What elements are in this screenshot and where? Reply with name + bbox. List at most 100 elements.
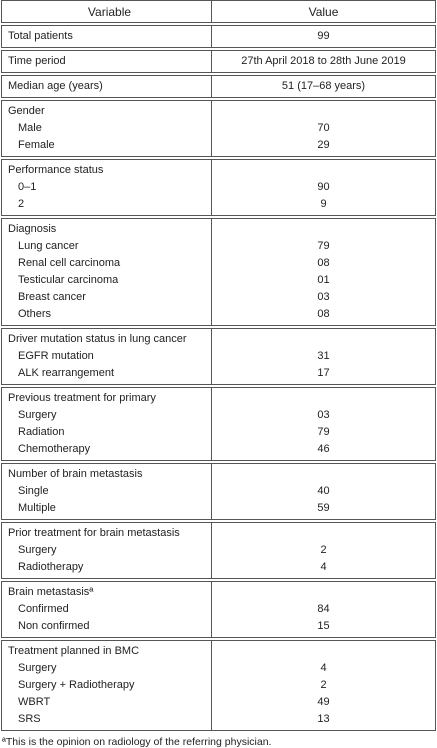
item-value: 40 — [317, 485, 330, 497]
spacer — [212, 584, 435, 601]
item-value: 03 — [317, 409, 330, 421]
item-label: Renal cell carcinoma — [18, 257, 121, 269]
group-label: Previous treatment for primary — [8, 392, 156, 404]
item-value: 49 — [317, 696, 330, 708]
item-label: Lung cancer — [18, 240, 79, 252]
item-label: EGFR mutation — [18, 350, 94, 362]
item-value: 31 — [317, 350, 330, 362]
row-group: Total patients 99 — [1, 25, 436, 48]
group-value: 27th April 2018 to 28th June 2019 — [241, 55, 406, 67]
item-label: SRS — [18, 713, 41, 725]
item-label: 0–1 — [18, 181, 37, 193]
item-value: 70 — [317, 122, 330, 134]
group-value: 99 — [317, 30, 330, 42]
row-group: Brain metastasisª Confirmed Non confirmed 8… — [1, 581, 436, 638]
item-value: 17 — [317, 367, 330, 379]
group-label: Median age (years) — [8, 80, 103, 92]
item-value: 4 — [320, 662, 327, 674]
group-label: Time period — [8, 55, 66, 67]
group-label: Total patients — [8, 30, 73, 42]
value-column: 99 — [211, 26, 435, 47]
variable-column: Diagnosis Lung cancer Renal cell carcinoma… — [2, 219, 211, 325]
header-cell: Value — [211, 1, 435, 22]
variable-column: Number of brain metastasis Single Multiple — [2, 464, 211, 519]
item-value: 59 — [317, 502, 330, 514]
row-group: Previous treatment for primary Surgery Rad… — [1, 387, 436, 461]
group-label: Driver mutation status in lung cancer — [8, 333, 187, 345]
variable-column: Median age (years) — [2, 76, 211, 97]
variable-column: Previous treatment for primary Surgery Rad… — [2, 388, 211, 460]
footnote: ªThis is the opinion on radiology of the… — [2, 736, 272, 748]
row-group: Gender Male Female 70 29 — [1, 100, 436, 157]
item-value: 79 — [317, 426, 330, 438]
item-label: Surgery + Radiotherapy — [18, 679, 135, 691]
row-group: Prior treatment for brain metastasis Surg… — [1, 522, 436, 579]
spacer — [212, 466, 435, 483]
value-column: 31 17 — [211, 329, 435, 384]
item-value: 29 — [317, 139, 330, 151]
row-group: Median age (years) 51 (17–68 years) — [1, 75, 436, 98]
item-value: 9 — [320, 198, 327, 210]
item-label: ALK rearrangement — [18, 367, 114, 379]
item-label: Female — [18, 139, 55, 151]
item-label: Chemotherapy — [18, 443, 91, 455]
item-label: 2 — [18, 198, 25, 210]
item-value: 4 — [320, 561, 327, 573]
group-label: Number of brain metastasis — [8, 468, 143, 480]
item-label: Surgery — [18, 409, 57, 421]
row-group: Number of brain metastasis Single Multiple… — [1, 463, 436, 520]
variable-column: Time period — [2, 51, 211, 72]
header-row: Variable Value — [1, 0, 436, 23]
spacer — [212, 331, 435, 348]
spacer — [212, 643, 435, 660]
spacer — [212, 221, 435, 238]
group-value: 51 (17–68 years) — [281, 80, 366, 92]
item-value: 90 — [317, 181, 330, 193]
item-value: 2 — [320, 544, 327, 556]
group-label: Gender — [8, 105, 45, 117]
value-column: 90 9 — [211, 160, 435, 215]
row-group: Time period 27th April 2018 to 28th June … — [1, 50, 436, 73]
group-label: Diagnosis — [8, 223, 57, 235]
variable-column: Treatment planned in BMC Surgery Surgery +… — [2, 641, 211, 730]
item-value: 84 — [317, 603, 330, 615]
item-label: Breast cancer — [18, 291, 86, 303]
item-value: 13 — [317, 713, 330, 725]
item-value: 08 — [317, 257, 330, 269]
value-column: 51 (17–68 years) — [211, 76, 435, 97]
value-column: 4 2 49 13 — [211, 641, 435, 730]
spacer — [212, 103, 435, 120]
value-column: 40 59 — [211, 464, 435, 519]
header-cell: Variable — [87, 4, 132, 19]
item-value: 46 — [317, 443, 330, 455]
item-value: 08 — [317, 308, 330, 320]
item-label: Single — [18, 485, 49, 497]
value-column: 27th April 2018 to 28th June 2019 — [211, 51, 435, 72]
row-group: Driver mutation status in lung cancer EGF… — [1, 328, 436, 385]
variable-column: Brain metastasisª Confirmed Non confirmed — [2, 582, 211, 637]
variable-column: Prior treatment for brain metastasis Surg… — [2, 523, 211, 578]
item-label: Multiple — [18, 502, 56, 514]
variable-column: Total patients — [2, 26, 211, 47]
item-label: Surgery — [18, 544, 57, 556]
group-label: Performance status — [8, 164, 104, 176]
item-label: Radiation — [18, 426, 65, 438]
variable-column: Gender Male Female — [2, 101, 211, 156]
item-label: Testicular carcinoma — [18, 274, 119, 286]
value-column: 03 79 46 — [211, 388, 435, 460]
group-label: Brain metastasisª — [8, 586, 94, 598]
table-body: Total patients 99 Time period 27th April 20… — [1, 25, 436, 731]
value-column: 79 08 01 03 08 — [211, 219, 435, 325]
variable-column: Driver mutation status in lung cancer EGF… — [2, 329, 211, 384]
item-label: Radiotherapy — [18, 561, 84, 573]
spacer — [212, 162, 435, 179]
group-label: Prior treatment for brain metastasis — [8, 527, 180, 539]
item-label: Non confirmed — [18, 620, 90, 632]
item-label: Others — [18, 308, 52, 320]
group-label: Treatment planned in BMC — [8, 645, 140, 657]
item-label: Surgery — [18, 662, 57, 674]
item-label: Male — [18, 122, 42, 134]
item-value: 15 — [317, 620, 330, 632]
